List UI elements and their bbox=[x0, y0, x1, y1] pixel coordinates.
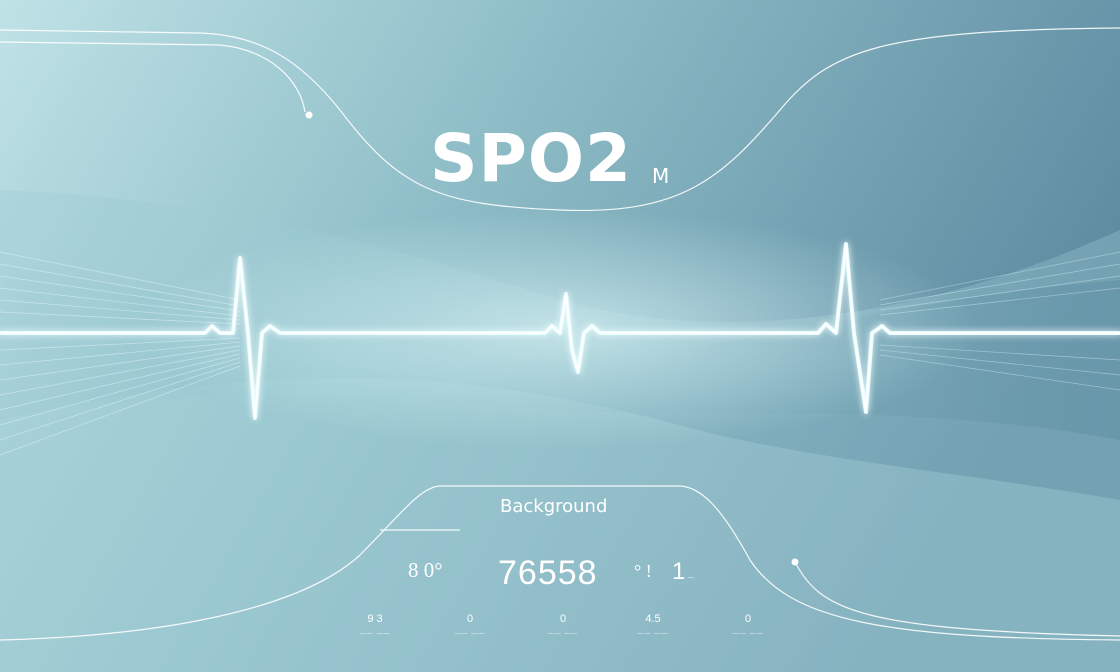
title-suffix: M bbox=[652, 164, 670, 188]
stat-label: —— —— bbox=[359, 631, 391, 637]
stat-value: 9 3 bbox=[367, 613, 383, 625]
stat-value: 0 bbox=[466, 613, 474, 625]
stat-label: —— —— bbox=[732, 631, 764, 637]
stat-item: 0 —— —— bbox=[425, 613, 515, 638]
page-title: SPO2 bbox=[430, 120, 632, 197]
stat-item: 4.5 —— —— bbox=[608, 613, 698, 638]
stat-label: —— —— bbox=[637, 631, 669, 637]
readout-right-value: 1 bbox=[672, 558, 686, 585]
readout-right-symbol: ° ! bbox=[634, 561, 652, 581]
stat-item: 0 —— —— bbox=[703, 613, 793, 638]
readout-right-unit: — bbox=[688, 575, 695, 581]
stat-item: 0 —— —— bbox=[518, 613, 608, 638]
stat-value: 0 bbox=[559, 613, 567, 625]
stat-label: —— —— bbox=[547, 631, 579, 637]
stat-value: 4.5 bbox=[645, 613, 661, 625]
ecg-waveform-icon bbox=[0, 242, 1120, 420]
readout-left: 8 0° bbox=[408, 558, 443, 582]
readout-main-value: 76558 bbox=[498, 554, 598, 592]
panel-label: Background bbox=[500, 496, 608, 517]
stat-item: 9 3 —— —— bbox=[330, 613, 420, 638]
stat-label: —— —— bbox=[454, 631, 486, 637]
stat-value: 0 bbox=[744, 613, 752, 625]
